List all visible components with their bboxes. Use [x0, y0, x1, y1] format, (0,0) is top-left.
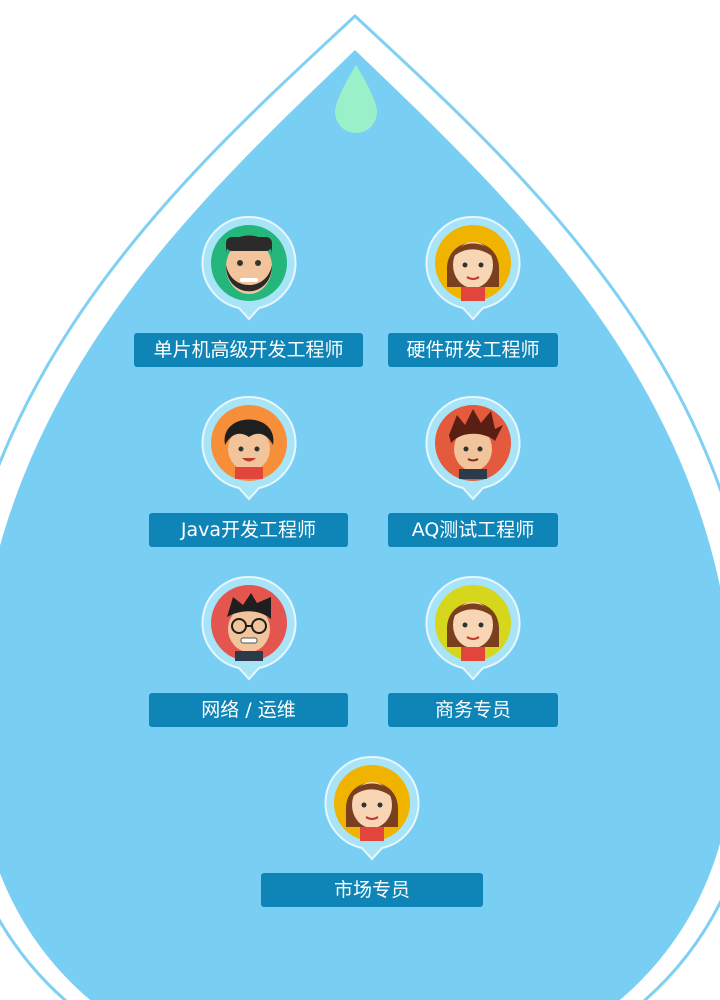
role-card-marketing-specialist[interactable]: 市场专员 — [252, 755, 492, 915]
avatar-badge — [199, 575, 299, 685]
role-label: 网络 / 运维 — [149, 693, 348, 727]
avatar-badge — [322, 755, 422, 865]
bearded-man-icon — [211, 225, 287, 301]
avatar-badge — [423, 395, 523, 505]
role-card-java-engineer[interactable]: Java开发工程师 — [129, 395, 369, 555]
role-label: 商务专员 — [388, 693, 558, 727]
droplet-icon — [335, 65, 377, 133]
woman-icon — [334, 765, 410, 841]
role-card-microcontroller-engineer[interactable]: 单片机高级开发工程师 — [129, 215, 369, 375]
avatar-badge — [199, 395, 299, 505]
role-card-network-ops[interactable]: 网络 / 运维 — [129, 575, 369, 735]
drop-fill — [0, 50, 720, 1000]
role-card-qa-engineer[interactable]: AQ测试工程师 — [353, 395, 593, 555]
woman-icon — [435, 585, 511, 661]
role-label: 硬件研发工程师 — [388, 333, 558, 367]
role-label: AQ测试工程师 — [388, 513, 558, 547]
role-label: 单片机高级开发工程师 — [134, 333, 363, 367]
avatar-badge — [423, 215, 523, 325]
boy-icon — [211, 405, 287, 481]
glasses-man-icon — [211, 585, 287, 661]
role-card-business-specialist[interactable]: 商务专员 — [353, 575, 593, 735]
spiky-hair-man-icon — [435, 405, 511, 481]
role-label: 市场专员 — [261, 873, 483, 907]
drop-outer-ring — [0, 13, 720, 1000]
role-card-hardware-engineer[interactable]: 硬件研发工程师 — [353, 215, 593, 375]
avatar-badge — [199, 215, 299, 325]
woman-icon — [435, 225, 511, 301]
avatar-badge — [423, 575, 523, 685]
role-label: Java开发工程师 — [149, 513, 348, 547]
